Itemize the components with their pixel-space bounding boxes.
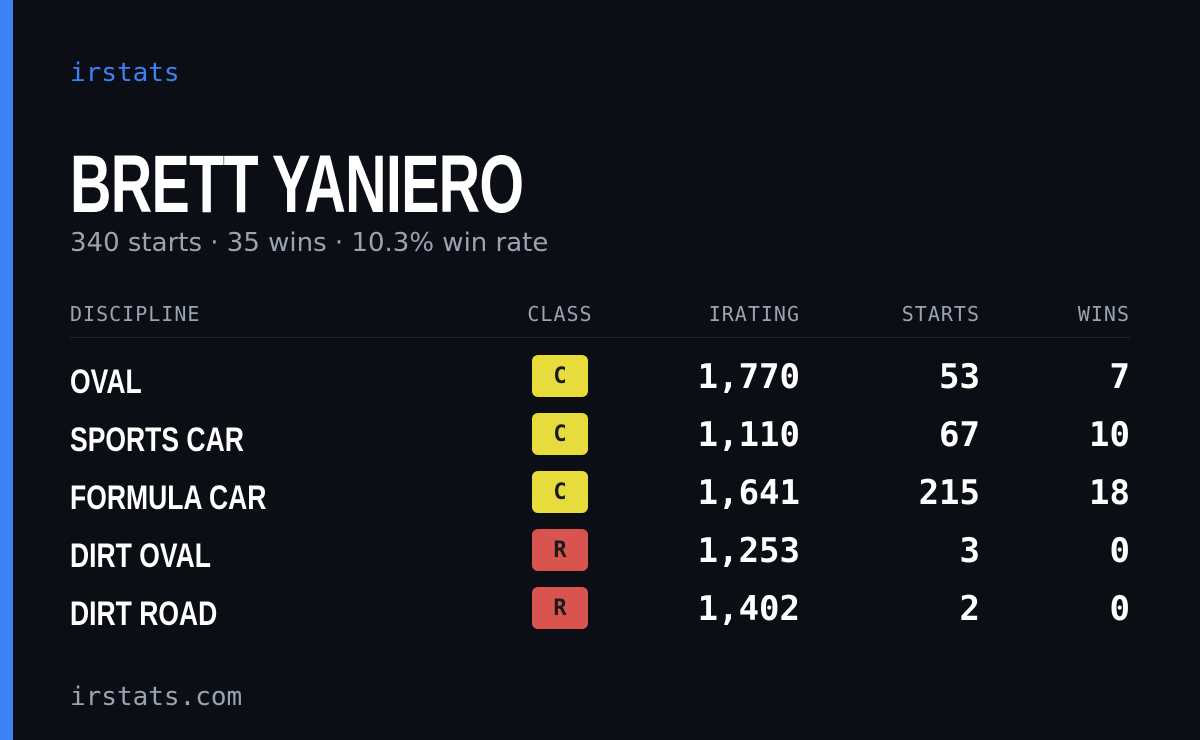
accent-bar [0, 0, 13, 740]
discipline: OVAL [70, 363, 142, 401]
wins: 10 [1089, 415, 1130, 455]
starts: 3 [959, 531, 980, 571]
footer: irstats.com [70, 682, 243, 712]
discipline: SPORTS CAR [70, 421, 244, 459]
starts: 53 [939, 357, 980, 397]
discipline: DIRT OVAL [70, 537, 211, 575]
discipline: FORMULA CAR [70, 479, 267, 517]
irating: 1,110 [697, 415, 800, 455]
column-header: STARTS [901, 302, 980, 326]
irating: 1,402 [697, 589, 800, 629]
wins: 0 [1109, 589, 1130, 629]
driver-name: BRETT YANIERO [70, 139, 524, 230]
irating: 1,253 [697, 531, 800, 571]
discipline: DIRT ROAD [70, 595, 218, 633]
class-badge: R [532, 529, 588, 571]
brand: irstats [70, 58, 180, 88]
class-badge: R [532, 587, 588, 629]
wins: 7 [1109, 357, 1130, 397]
driver-summary: 340 starts · 35 wins · 10.3% win rate [70, 228, 549, 258]
header-rule [70, 337, 1130, 338]
wins: 0 [1109, 531, 1130, 571]
column-header: CLASS [527, 302, 593, 326]
column-header: IRATING [708, 302, 800, 326]
class-badge: C [532, 413, 588, 455]
column-header: DISCIPLINE [70, 302, 201, 326]
wins: 18 [1089, 473, 1130, 513]
irating: 1,641 [697, 473, 800, 513]
class-badge: C [532, 355, 588, 397]
column-header: WINS [1077, 302, 1130, 326]
starts: 2 [959, 589, 980, 629]
irating: 1,770 [697, 357, 800, 397]
starts: 67 [939, 415, 980, 455]
class-badge: C [532, 471, 588, 513]
starts: 215 [918, 473, 980, 513]
